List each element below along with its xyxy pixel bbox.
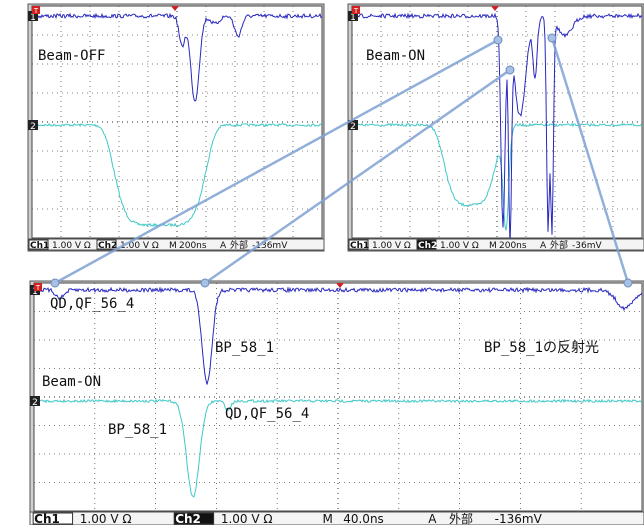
connector-end <box>51 279 59 287</box>
status-text: 40.0ns <box>343 512 384 525</box>
connector-end <box>548 34 556 42</box>
panel-label: Beam-ON <box>366 48 425 64</box>
status-text: 1.00 V Ω <box>52 241 91 251</box>
status-text: Ch1 <box>350 241 369 251</box>
screen <box>34 283 642 511</box>
status-text: 外部 <box>230 239 248 251</box>
status-text: 1.00 V Ω <box>372 241 411 251</box>
status-text: -36mV <box>572 241 602 251</box>
connector-end <box>506 66 514 74</box>
status-text: A <box>428 512 437 525</box>
status-text: 外部 <box>449 511 473 525</box>
figure: 12TBeam-OFFCh11.00 V ΩCh21.00 V ΩM200nsA… <box>0 0 644 525</box>
status-text: M <box>489 241 497 251</box>
status-text: 1.00 V Ω <box>120 241 159 251</box>
status-text: M <box>169 241 177 251</box>
status-text: 1.00 V Ω <box>80 512 132 525</box>
status-text: Ch2 <box>175 512 201 525</box>
connector-end <box>624 279 632 287</box>
status-text: 200ns <box>179 241 207 251</box>
status-text: Ch1 <box>34 512 60 525</box>
status-text: Ch1 <box>30 241 49 251</box>
status-text: 200ns <box>499 241 527 251</box>
ch2-marker: 2 <box>350 122 356 132</box>
trigger-marker: T <box>33 7 39 15</box>
status-text: Ch2 <box>418 241 437 251</box>
status-text: M <box>322 512 332 525</box>
annotation: BP_58_1 <box>108 422 167 438</box>
status-text: -136mV <box>495 512 543 525</box>
panel-label: Beam-ON <box>42 374 101 390</box>
status-text: A <box>540 241 547 251</box>
panel-label: Beam-OFF <box>38 48 105 64</box>
annotation: BP_58_1 <box>215 340 274 356</box>
status-text: 1.00 V Ω <box>221 512 273 525</box>
annotation: BP_58_1の反射光 <box>484 340 599 356</box>
trigger-marker: T <box>35 284 41 292</box>
connector-end <box>201 279 209 287</box>
annotation: QD,QF_56_4 <box>50 296 134 312</box>
trigger-marker: T <box>353 7 359 15</box>
ch2-marker: 2 <box>32 398 38 408</box>
ch2-marker: 2 <box>30 122 36 132</box>
status-text: A <box>220 241 227 251</box>
annotation: QD,QF_56_4 <box>225 406 309 422</box>
connector-end <box>494 36 502 44</box>
status-text: 1.00 V Ω <box>440 241 479 251</box>
status-text: 外部 <box>550 239 568 251</box>
